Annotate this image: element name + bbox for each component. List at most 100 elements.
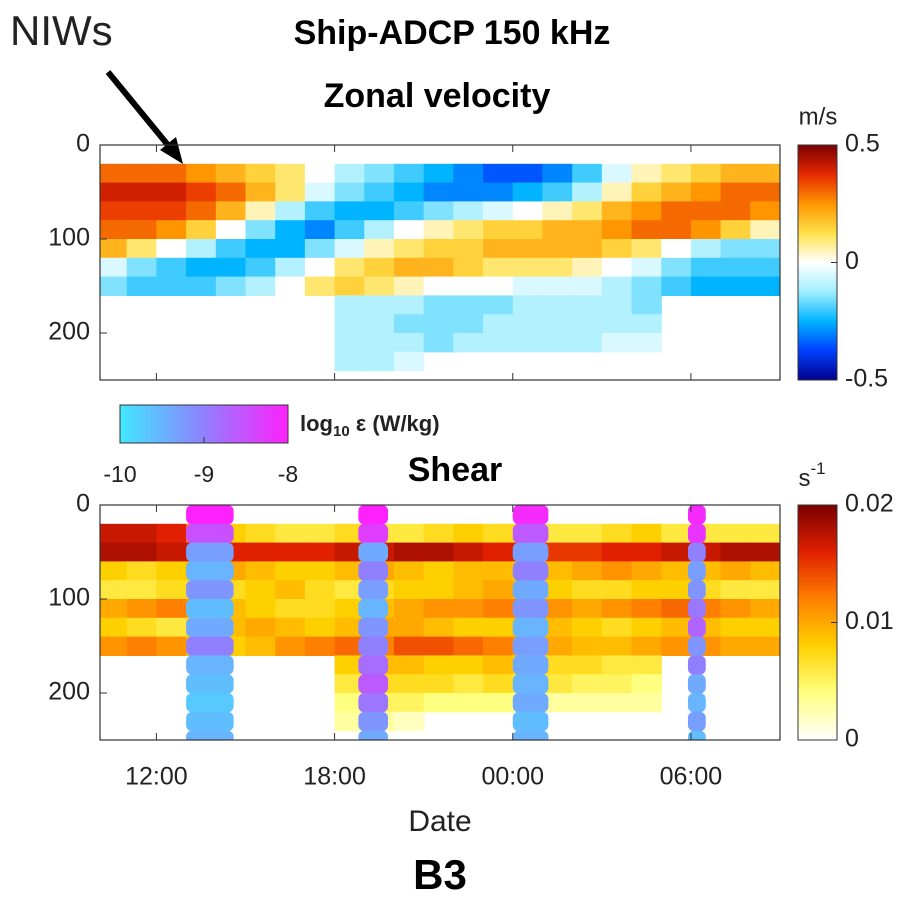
heatmap-cell xyxy=(631,561,662,581)
heatmap-cell xyxy=(275,182,306,202)
heatmap-cell xyxy=(453,580,484,600)
heatmap-cell xyxy=(512,220,544,240)
heatmap-cell xyxy=(572,693,603,713)
heatmap-cell xyxy=(542,523,573,544)
y-tick-label: 0 xyxy=(76,130,90,158)
heatmap-cell xyxy=(393,693,425,713)
heatmap-cell xyxy=(631,276,662,296)
heatmap-cell xyxy=(750,542,780,562)
x-tick-label: 06:00 xyxy=(660,763,723,791)
heatmap-cell xyxy=(690,239,722,259)
heatmap-cell xyxy=(453,617,484,638)
heatmap-cell xyxy=(100,542,128,562)
epsilon-cell xyxy=(512,730,549,740)
heatmap-cell xyxy=(215,239,247,259)
overlay-colorbar-tick-label: -9 xyxy=(194,461,214,487)
heatmap-cell xyxy=(100,239,128,259)
heatmap-cell xyxy=(275,542,306,562)
heatmap-cell xyxy=(334,333,365,353)
heatmap-cell xyxy=(631,295,662,315)
colorbar-label: m/s xyxy=(799,103,838,130)
heatmap-cell xyxy=(572,617,603,638)
heatmap-cell xyxy=(483,636,514,656)
heatmap-cell xyxy=(245,182,276,202)
heatmap-cell xyxy=(156,617,187,638)
heatmap-cell xyxy=(364,314,395,334)
heatmap-cell xyxy=(631,617,662,638)
heatmap-cell xyxy=(453,333,484,353)
epsilon-cell xyxy=(358,655,389,675)
y-tick-label: 200 xyxy=(48,678,90,706)
heatmap-cell xyxy=(572,201,603,221)
heatmap-cell xyxy=(186,276,217,296)
heatmap-cell xyxy=(483,182,514,202)
heatmap-cell xyxy=(334,163,365,184)
heatmap-cell xyxy=(572,220,603,240)
heatmap-cell xyxy=(100,276,128,296)
heatmap-cell xyxy=(156,599,187,619)
heatmap-cell xyxy=(720,257,751,278)
heatmap-cell xyxy=(690,220,722,240)
epsilon-cell xyxy=(358,674,389,694)
heatmap-cell xyxy=(453,163,484,184)
heatmap-cell xyxy=(542,257,573,278)
epsilon-cell xyxy=(512,617,549,638)
heatmap-cell xyxy=(275,201,306,221)
heatmap-cell xyxy=(572,182,603,202)
epsilon-cell xyxy=(687,580,706,600)
heatmap-cell xyxy=(100,617,128,638)
heatmap-cell xyxy=(334,295,365,315)
heatmap-cell xyxy=(304,276,336,296)
heatmap-cell xyxy=(572,257,603,278)
heatmap-cell xyxy=(334,561,365,581)
heatmap-cell xyxy=(572,163,603,184)
epsilon-cell xyxy=(687,523,706,544)
epsilon-cell xyxy=(186,711,234,732)
heatmap-cell xyxy=(601,655,633,675)
heatmap-cell xyxy=(542,655,573,675)
heatmap-cell xyxy=(334,617,365,638)
heatmap-cell xyxy=(275,163,306,184)
heatmap-cell xyxy=(631,655,662,675)
epsilon-cell xyxy=(512,655,549,675)
heatmap-cell xyxy=(334,523,365,544)
heatmap-cell xyxy=(750,523,780,544)
heatmap-cell xyxy=(542,239,573,259)
heatmap-cell xyxy=(156,276,187,296)
heatmap-cell xyxy=(542,617,573,638)
heatmap-cell xyxy=(750,182,780,202)
heatmap-cell xyxy=(156,523,187,544)
heatmap-cell xyxy=(453,542,484,562)
heatmap-cell xyxy=(542,542,573,562)
heatmap-cell xyxy=(453,182,484,202)
epsilon-cell xyxy=(186,693,234,713)
epsilon-cell xyxy=(687,599,706,619)
heatmap-cell xyxy=(364,182,395,202)
heatmap-cell xyxy=(631,239,662,259)
heatmap-cell xyxy=(334,351,365,372)
heatmap-cell xyxy=(334,693,365,713)
heatmap-cell xyxy=(631,636,662,656)
heatmap-cell xyxy=(126,276,158,296)
heatmap-cell xyxy=(275,220,306,240)
epsilon-cell xyxy=(512,636,549,656)
heatmap-cell xyxy=(156,580,187,600)
heatmap-cell xyxy=(304,580,336,600)
heatmap-cell xyxy=(601,257,633,278)
heatmap-cell xyxy=(393,333,425,353)
heatmap-cell xyxy=(186,201,217,221)
colorbar-tick-label: 0.5 xyxy=(845,130,880,158)
heatmap-cell xyxy=(156,239,187,259)
heatmap-cell xyxy=(423,617,454,638)
heatmap-cell xyxy=(334,257,365,278)
heatmap-cell xyxy=(690,163,722,184)
heatmap-cell xyxy=(750,220,780,240)
heatmap-cell xyxy=(453,276,484,296)
overlay-colorbar-tick-label: -8 xyxy=(278,461,298,487)
heatmap-cell xyxy=(542,295,573,315)
heatmap-cell xyxy=(483,257,514,278)
heatmap-cell xyxy=(100,220,128,240)
epsilon-cell xyxy=(358,561,389,581)
heatmap-cell xyxy=(156,201,187,221)
heatmap-cell xyxy=(453,655,484,675)
